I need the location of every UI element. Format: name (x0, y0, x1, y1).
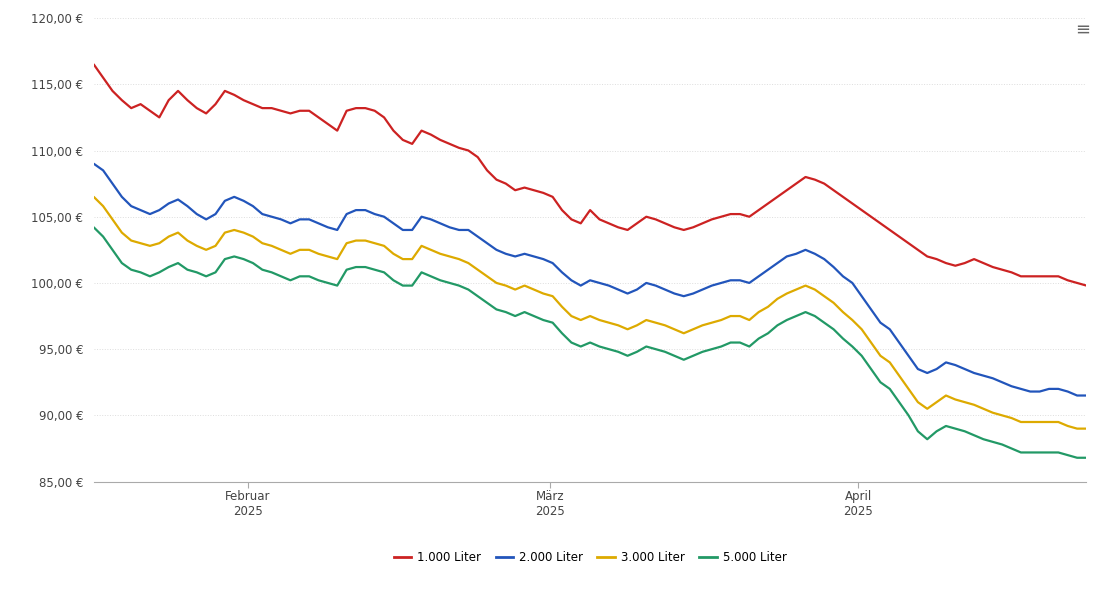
Legend: 1.000 Liter, 2.000 Liter, 3.000 Liter, 5.000 Liter: 1.000 Liter, 2.000 Liter, 3.000 Liter, 5… (389, 546, 791, 568)
Text: ≡: ≡ (1074, 21, 1090, 39)
